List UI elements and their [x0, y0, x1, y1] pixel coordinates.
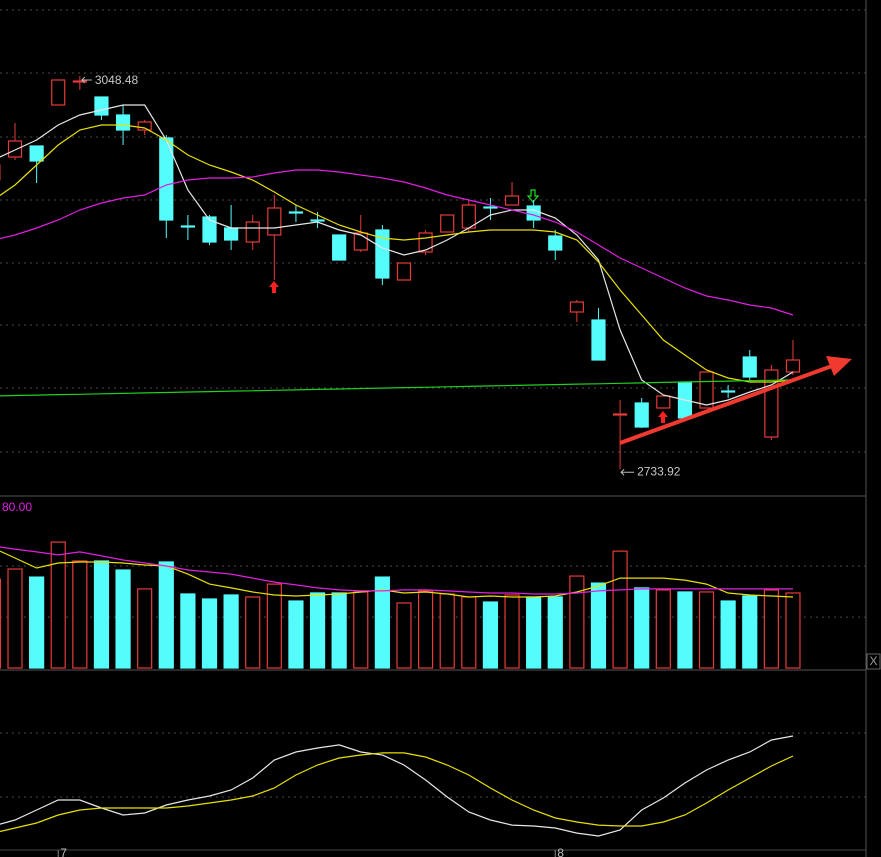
- volume-bar: [698, 591, 715, 669]
- close-button[interactable]: X: [866, 653, 881, 670]
- volume-bar: [29, 576, 45, 669]
- candle-body: [29, 145, 44, 162]
- candle-body: [115, 114, 131, 131]
- candle-body: [288, 211, 304, 214]
- volume-bar: [634, 587, 650, 669]
- candle-body: [267, 207, 282, 236]
- moving-average-line: [0, 169, 794, 316]
- candle-body: [526, 205, 541, 221]
- candle-body: [51, 79, 66, 106]
- candle-body: [591, 319, 606, 361]
- volume-bar: [309, 592, 326, 669]
- moving-average-line: [0, 546, 793, 595]
- candle-body: [569, 301, 584, 313]
- candle-body: [742, 356, 757, 378]
- volume-bar: [245, 596, 261, 669]
- volume-bar: [374, 576, 390, 669]
- volume-bar: [115, 569, 131, 669]
- candle-body: [699, 371, 714, 409]
- volume-bar: [612, 550, 628, 669]
- trend-arrow: [619, 356, 852, 445]
- candle-body: [721, 390, 736, 393]
- volume-bar: [590, 582, 607, 669]
- volume-bar: [158, 561, 174, 669]
- buy-arrow: [658, 411, 668, 423]
- candle-body: [483, 206, 498, 209]
- moving-average-line: [0, 752, 794, 833]
- trend-arrow-shaft: [619, 364, 833, 445]
- close-label[interactable]: X: [869, 654, 877, 668]
- volume-bar: [180, 593, 196, 669]
- candle-body: [548, 235, 563, 251]
- moving-average-line: [0, 379, 794, 397]
- candle-body: [504, 195, 520, 206]
- volume-bar: [461, 596, 477, 669]
- volume-bar: [763, 589, 779, 669]
- candle-body: [159, 137, 174, 221]
- sell-arrow: [526, 189, 540, 203]
- moving-average-line: [0, 124, 794, 383]
- trend-arrow-head: [826, 356, 852, 376]
- volume-bar: [547, 596, 563, 669]
- candle-body: [612, 413, 628, 416]
- volume-bar: [526, 596, 542, 669]
- candle-body: [310, 219, 325, 222]
- volume-bar: [439, 593, 455, 669]
- volume-bar: [785, 592, 801, 669]
- volume-label: 80.00: [2, 500, 32, 514]
- candle-body: [94, 96, 109, 116]
- volume-bar: [93, 560, 110, 669]
- candle-body: [785, 359, 801, 373]
- candle-body: [224, 227, 239, 241]
- low-pointer: [620, 468, 635, 476]
- volume-bar: [331, 592, 347, 669]
- volume-bar: [482, 601, 499, 669]
- candle-body: [245, 221, 260, 243]
- candle-body: [137, 121, 152, 131]
- volume-bar: [223, 594, 239, 669]
- x-tick-label: 7: [60, 846, 67, 857]
- candle-body: [656, 395, 671, 409]
- high-pointer: [81, 76, 92, 84]
- moving-average-line: [0, 735, 794, 837]
- candle-body: [72, 80, 87, 83]
- volume-bar: [7, 568, 23, 669]
- high-label: 3048.48: [95, 73, 139, 87]
- close-box[interactable]: [866, 653, 881, 670]
- volume-bar: [655, 589, 671, 669]
- volume-bar: [396, 602, 412, 669]
- volume-bar: [50, 541, 66, 669]
- volume-bar: [137, 588, 153, 669]
- volume-bar: [201, 598, 218, 669]
- moving-average-line: [0, 104, 794, 406]
- candle-body: [7, 140, 23, 158]
- volume-bar: [418, 590, 434, 669]
- moving-average-line: [0, 550, 794, 598]
- volume-bar: [504, 594, 520, 669]
- volume-bar: [677, 591, 693, 669]
- candle-body: [440, 214, 455, 233]
- volume-bar: [569, 575, 585, 669]
- volume-bar: [72, 560, 88, 669]
- candle-body: [332, 234, 347, 261]
- candle-body: [375, 229, 390, 279]
- candle-body: [634, 402, 649, 428]
- candle-body: [396, 262, 412, 281]
- candle-body: [418, 232, 433, 253]
- candle-body: [202, 216, 217, 243]
- candle-body: [180, 225, 195, 228]
- buy-arrow: [269, 281, 279, 293]
- volume-bar: [288, 600, 304, 669]
- volume-bar: [742, 595, 758, 669]
- volume-bar: [353, 591, 369, 669]
- x-tick-label: 8: [557, 846, 564, 857]
- volume-bar: [720, 600, 736, 669]
- volume-bar: [266, 583, 282, 669]
- low-label: 2733.92: [637, 464, 681, 478]
